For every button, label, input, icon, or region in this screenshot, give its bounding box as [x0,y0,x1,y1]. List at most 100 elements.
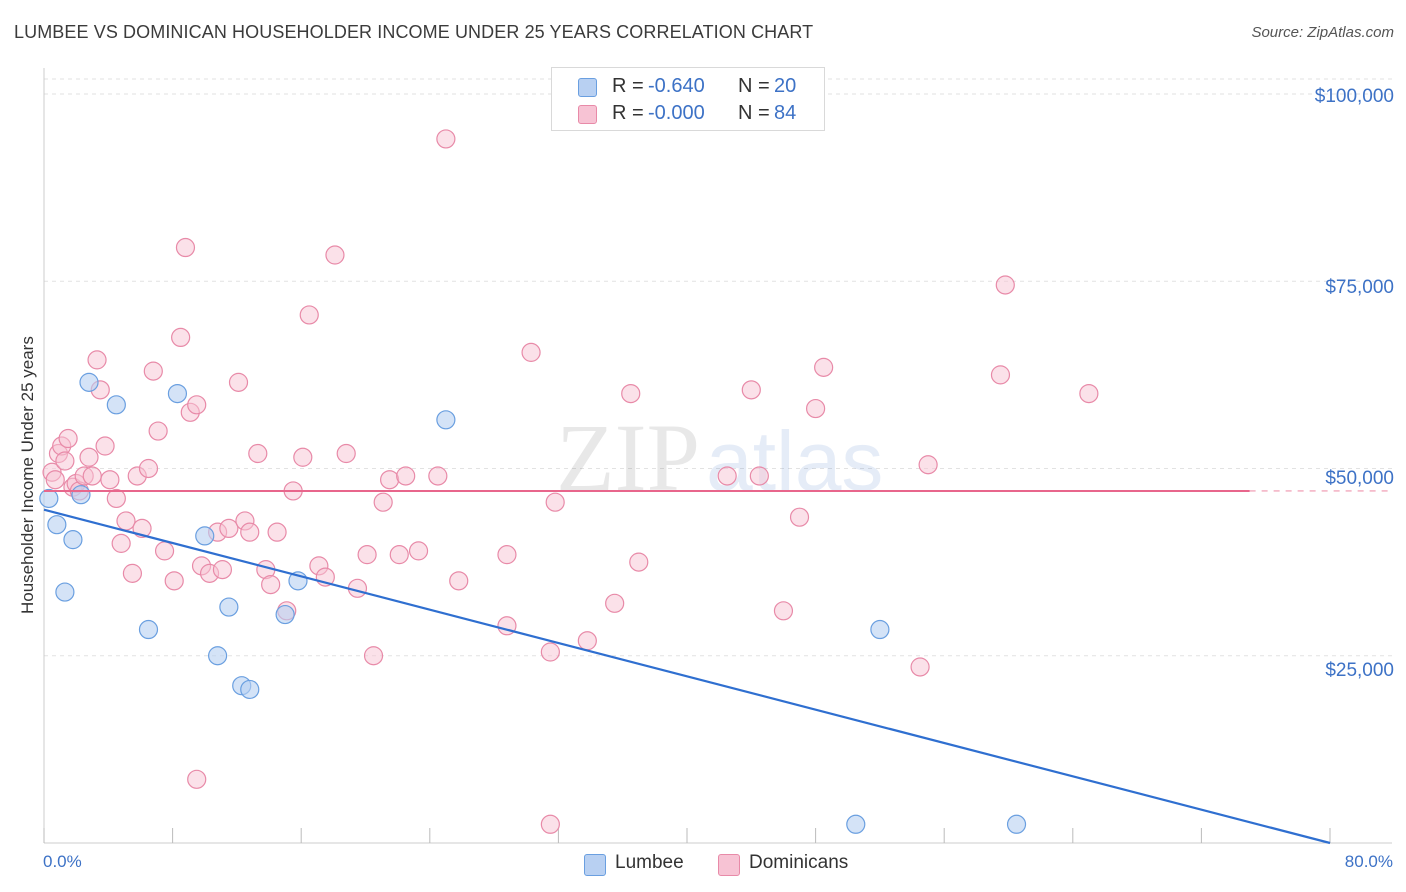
dominican-point [773,601,794,621]
lumbee-swatch [584,854,606,876]
dominican-point [100,470,120,490]
dominican-point [219,518,239,539]
dominican-point [990,365,1011,385]
dominican-point [918,455,938,475]
dominican-point [814,357,834,377]
legend-r-label: R = [612,75,644,97]
dominican-point [187,395,207,415]
dominican-point [164,571,184,591]
dominican-point [408,541,429,561]
source-label: Source: ZipAtlas.com [1251,24,1394,41]
legend-n-value: 84 [774,102,797,124]
dominican-point [380,470,400,490]
dominican-point [1079,383,1099,404]
dominican-point [373,492,393,512]
dominican-point [55,451,75,471]
dominicans-label: Dominicans [749,852,849,873]
dominican-point [154,541,175,561]
dominican-point [82,466,102,486]
legend-n-label: N = [738,102,770,124]
dominican-point [138,458,159,479]
dominican-point [212,560,233,580]
watermark-atlas: atlas [706,414,883,508]
dominican-point [58,428,78,449]
y-tick-label: $75,000 [1325,277,1394,298]
dominican-point [449,571,469,591]
dominican-point [336,443,356,464]
dominican-point [995,275,1015,295]
dominican-point [171,327,191,348]
stats-legend: R = -0.640 N = 20 R = -0.000 N = 84 [551,67,825,131]
lumbee-point [275,604,295,625]
watermark-zip: ZIP [556,404,700,511]
lumbee-point [39,488,59,509]
dominican-points [42,129,1099,834]
dominican-point [717,466,737,486]
lumbee-trend-line [43,508,1331,845]
dominican-point [45,470,65,490]
dominican-point [749,466,769,486]
dominican-point [122,563,143,583]
dominican-point [143,361,163,381]
dominican-point [428,466,448,486]
dominican-point [228,372,249,392]
dominican-point [577,631,597,651]
y-tick-label: $100,000 [1314,86,1394,107]
dominicans-swatch [718,854,740,876]
dominican-point [299,305,319,325]
dominican-point [87,350,107,370]
dominican-point [540,642,560,662]
dominican-point [248,443,268,464]
y-axis-label: Householder Income Under 25 years [18,336,37,614]
grid-lines [44,78,1392,657]
x-tick-min: 0.0% [43,852,82,871]
lumbee-point [240,679,260,700]
lumbee-point [79,372,99,392]
dominican-point [396,466,416,486]
dominican-point [521,342,541,362]
dominican-point [79,447,99,467]
dominican-point [621,383,641,404]
lumbee-point [1006,814,1027,834]
watermark: ZIP atlas [556,404,883,511]
dominican-point [325,245,345,265]
dominican-point [741,380,761,400]
chart-title: LUMBEE VS DOMINICAN HOUSEHOLDER INCOME U… [14,22,814,42]
lumbee-label: Lumbee [615,852,684,873]
y-tick-label: $25,000 [1325,660,1394,681]
dominican-point [497,545,517,565]
dominican-point [910,657,930,677]
dominican-point [175,237,196,258]
lumbee-point [63,530,83,550]
dominican-point [389,545,409,565]
dominican-point [267,522,287,542]
dominican-point [789,507,810,527]
lumbee-point [436,410,456,430]
dominican-point [545,492,565,512]
dominican-point [187,769,207,789]
axes [43,68,1392,844]
lumbee-swatch [578,78,597,97]
dominican-point [116,511,136,531]
dominican-point [148,421,168,441]
dominican-point [363,646,384,666]
lumbee-point [846,814,866,834]
lumbee-point [71,485,91,505]
dominican-point [357,545,377,565]
dominican-point [540,814,560,834]
legend-n-label: N = [738,75,770,97]
dominican-point [240,522,260,542]
legend-r-value: -0.640 [648,75,705,97]
trend-lines [43,489,1392,845]
lumbee-point [167,383,188,404]
dominican-point [805,398,826,419]
dominican-point [436,129,456,149]
dominican-point [293,447,313,467]
lumbee-point [208,646,228,666]
dominican-point [106,488,126,509]
y-tick-label: $50,000 [1325,468,1394,489]
lumbee-point [47,515,67,535]
dominican-point [629,552,649,572]
lumbee-point [870,619,890,640]
